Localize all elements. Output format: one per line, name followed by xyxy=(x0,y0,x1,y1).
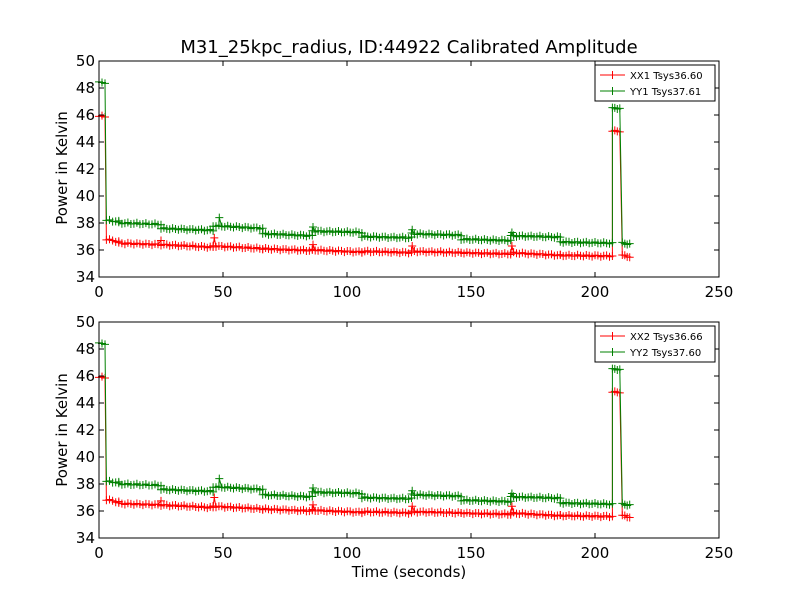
data-point-marker xyxy=(615,365,624,374)
legend-entry: XX2 Tsys36.66 xyxy=(630,332,703,343)
x-tick-label: 100 xyxy=(333,283,362,301)
legend-entry: YY1 Tsys37.61 xyxy=(629,87,701,98)
y-tick-label: 46 xyxy=(76,367,95,385)
x-tick-label: 0 xyxy=(94,283,104,301)
legend-marker xyxy=(608,332,617,340)
legend: XX2 Tsys36.66 YY2 Tsys37.60 xyxy=(594,325,716,363)
data-point-marker xyxy=(309,223,317,231)
y-tick-label: 44 xyxy=(76,133,95,151)
x-tick-label: 50 xyxy=(213,544,232,562)
data-point-marker xyxy=(608,512,617,521)
legend-marker xyxy=(608,348,617,356)
data-point-marker xyxy=(408,225,417,234)
series-xx-1 xyxy=(95,111,634,262)
legend-entry: XX1 Tsys36.60 xyxy=(630,71,703,82)
data-point-marker xyxy=(608,238,617,247)
legend-box xyxy=(594,64,716,102)
x-tick-label: 200 xyxy=(581,283,610,301)
y-tick-label: 48 xyxy=(76,79,95,97)
y-tick-label: 38 xyxy=(76,475,95,493)
data-point-marker xyxy=(615,104,624,113)
legend-box xyxy=(594,325,716,363)
y-tick-label: 36 xyxy=(76,502,95,520)
x-axis-label: Time (seconds) xyxy=(351,563,467,581)
y-tick-label: 46 xyxy=(76,106,95,124)
series-xx-2 xyxy=(95,372,634,522)
data-point-marker xyxy=(101,79,109,88)
y-tick-label: 44 xyxy=(76,394,95,412)
legend-marker xyxy=(608,71,617,79)
x-tick-label: 50 xyxy=(213,283,232,301)
x-tick-label: 250 xyxy=(705,283,734,301)
series-line xyxy=(98,81,630,246)
legend-entry: YY2 Tsys37.60 xyxy=(629,348,701,359)
y-tick-label: 40 xyxy=(76,448,95,466)
y-tick-label: 40 xyxy=(76,187,95,205)
y-tick-label: 50 xyxy=(76,313,95,331)
data-point-marker xyxy=(210,493,219,502)
data-point-marker xyxy=(309,484,317,492)
data-point-marker xyxy=(309,500,317,509)
y-tick-label: 34 xyxy=(76,529,95,547)
y-tick-label: 50 xyxy=(76,52,95,70)
y-tick-label: 42 xyxy=(76,421,95,439)
top-panel-ylabel: Power in Kelvin xyxy=(53,111,71,225)
legend: XX1 Tsys36.60 YY1 Tsys37.61 xyxy=(594,64,716,102)
y-tick-label: 48 xyxy=(76,340,95,358)
y-tick-label: 38 xyxy=(76,214,95,232)
x-tick-label: 150 xyxy=(457,544,486,562)
x-tick-label: 200 xyxy=(581,544,610,562)
data-point-marker xyxy=(608,252,617,260)
data-point-marker xyxy=(625,500,634,509)
data-point-marker xyxy=(625,253,634,262)
data-point-marker xyxy=(309,240,317,249)
data-point-marker xyxy=(507,242,516,250)
data-point-marker xyxy=(101,340,109,349)
data-point-marker xyxy=(408,242,417,250)
data-point-marker xyxy=(625,513,634,522)
data-point-marker xyxy=(215,474,224,483)
x-tick-label: 250 xyxy=(705,544,734,562)
data-point-marker xyxy=(507,502,516,511)
data-point-marker xyxy=(608,499,617,508)
data-point-marker xyxy=(408,486,417,495)
y-tick-label: 34 xyxy=(76,268,95,286)
y-tick-label: 36 xyxy=(76,241,95,259)
y-tick-label: 42 xyxy=(76,160,95,178)
data-point-marker xyxy=(625,239,634,248)
series-line xyxy=(98,342,630,507)
bottom-panel: Power in Kelvin 0 50 100 150 200 250 34 36 38 40 4… xyxy=(53,313,733,562)
series-yy-2 xyxy=(95,338,634,510)
x-tick-label: 150 xyxy=(457,283,486,301)
series-yy-1 xyxy=(95,77,634,249)
data-point-marker xyxy=(210,233,219,242)
data-point-marker xyxy=(215,213,224,222)
legend-marker xyxy=(608,87,617,95)
top-panel: Power in Kelvin 0 50 100 150 200 250 34 36 38 40 4… xyxy=(53,52,733,301)
x-tick-label: 100 xyxy=(333,544,362,562)
chart-title: M31_25kpc_radius, ID:44922 Calibrated Am… xyxy=(180,37,637,58)
bottom-panel-ylabel: Power in Kelvin xyxy=(53,373,71,487)
x-tick-label: 0 xyxy=(94,544,104,562)
data-point-marker xyxy=(408,502,417,511)
